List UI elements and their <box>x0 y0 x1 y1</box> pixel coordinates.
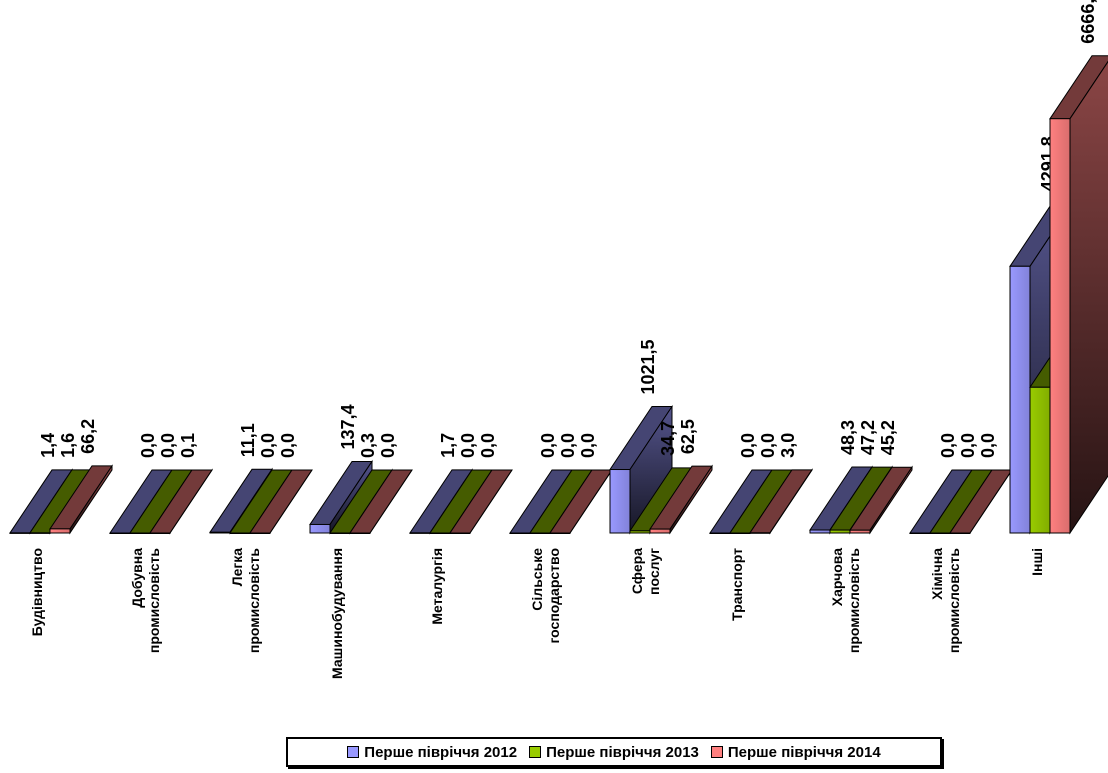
value-label-6-1: 34,7 <box>658 421 678 456</box>
bar-0-series-2 <box>49 464 113 535</box>
legend-swatch-series-1 <box>529 746 542 758</box>
bar-front-9-2 <box>949 532 971 534</box>
value-label-7-1: 0,0 <box>758 433 778 458</box>
bar-front-7-1 <box>729 532 751 534</box>
bar-3-series-2 <box>349 469 413 534</box>
bar-front-5-1 <box>529 532 551 534</box>
bar-front-7-0 <box>709 532 731 534</box>
bar-front-3-1 <box>329 532 351 534</box>
legend-label-series-1: Перше півріччя 2013 <box>546 743 699 761</box>
value-label-1-1: 0,0 <box>158 433 178 458</box>
value-label-0-1: 1,6 <box>58 433 78 458</box>
value-label-6-2: 62,5 <box>678 419 698 454</box>
bar-7-series-2 <box>749 468 813 535</box>
value-label-2-2: 0,0 <box>278 433 298 458</box>
value-label-2-0: 11,1 <box>238 423 258 457</box>
value-label-0-2: 66,2 <box>78 419 98 454</box>
value-label-1-0: 0,0 <box>138 433 158 458</box>
value-label-10-2: 6666,7 <box>1078 0 1098 44</box>
value-label-8-0: 48,3 <box>838 420 858 455</box>
value-label-5-0: 0,0 <box>538 433 558 458</box>
category-label-3: Машинобудування <box>329 548 345 679</box>
bar-front-7-2 <box>749 532 771 534</box>
bar-front-2-1 <box>229 532 251 534</box>
bar-side-10-2 <box>1069 60 1108 535</box>
category-label-2: Легкапромисловість <box>229 548 262 654</box>
value-label-4-1: 0,0 <box>458 433 478 458</box>
bar-front-0-2 <box>49 528 71 534</box>
legend-swatch-series-2 <box>710 746 723 758</box>
category-label-10: Інші <box>1029 548 1045 576</box>
bar-front-9-1 <box>929 532 951 534</box>
value-label-9-1: 0,0 <box>958 433 978 458</box>
bar-side-4-2 <box>469 469 513 534</box>
legend-item-series-0: Перше півріччя 2012 <box>347 744 517 761</box>
bar-front-10-2 <box>1049 118 1071 534</box>
category-label-0: Будівництво <box>29 548 45 636</box>
bar-6-series-2 <box>649 464 713 535</box>
bar-front-10-0 <box>1009 265 1031 534</box>
bar-front-1-2 <box>149 532 171 534</box>
bar-front-3-2 <box>349 532 371 534</box>
value-label-5-1: 0,0 <box>558 433 578 458</box>
legend-item-series-1: Перше півріччя 2013 <box>529 744 699 761</box>
bar-1-series-2 <box>149 468 213 535</box>
bar-front-4-0 <box>409 532 431 534</box>
value-label-4-0: 1,7 <box>438 433 458 458</box>
value-label-7-2: 3,0 <box>778 433 798 458</box>
bar-front-0-0 <box>9 532 31 534</box>
value-label-3-1: 0,3 <box>358 433 378 458</box>
legend-label-series-0: Перше півріччя 2012 <box>364 743 518 761</box>
bar-front-6-1 <box>629 530 651 534</box>
value-label-4-2: 0,0 <box>478 433 498 458</box>
bar-front-3-0 <box>309 523 331 534</box>
bar-front-1-0 <box>109 532 131 534</box>
value-label-9-0: 0,0 <box>938 433 958 458</box>
bar-front-2-0 <box>209 531 231 534</box>
value-label-1-2: 0,1 <box>178 433 198 458</box>
bar-front-8-2 <box>849 529 871 534</box>
category-label-5: Сільськегосподарство <box>529 548 562 644</box>
bar-side-2-2 <box>269 469 313 534</box>
chart-legend: Перше півріччя 2012 Перше півріччя 2013 … <box>286 737 942 767</box>
bar-10-series-2 <box>1049 55 1108 535</box>
value-label-7-0: 0,0 <box>738 433 758 458</box>
legend-label-series-2: Перше півріччя 2014 <box>727 743 881 761</box>
bar-front-0-1 <box>29 532 51 534</box>
category-label-8: Харчовапромисловість <box>829 548 862 654</box>
category-label-4: Металургія <box>429 548 445 625</box>
bar-2-series-2 <box>249 469 313 534</box>
value-label-0-0: 1,4 <box>38 433 58 458</box>
bar-front-4-1 <box>429 532 451 534</box>
bar-front-1-1 <box>129 532 151 534</box>
bar-front-2-2 <box>249 532 271 534</box>
value-label-9-2: 0,0 <box>978 433 998 458</box>
value-label-3-2: 0,0 <box>378 433 398 458</box>
value-label-3-0: 137,4 <box>338 404 358 449</box>
bar-front-5-2 <box>549 532 571 534</box>
bar-side-3-2 <box>369 469 413 534</box>
bar-front-5-0 <box>509 532 531 534</box>
bar-front-9-0 <box>909 532 931 534</box>
category-label-6: Сферапослуг <box>629 548 662 595</box>
category-label-7: Транспорт <box>729 548 745 621</box>
bar-front-8-1 <box>829 529 851 534</box>
bar-front-6-2 <box>649 528 671 534</box>
bar-front-4-2 <box>449 532 471 534</box>
category-label-9: Хімічнапромисловість <box>929 548 962 654</box>
category-label-1: Добувнапромисловість <box>129 548 162 654</box>
bar-8-series-2 <box>849 465 913 535</box>
value-label-6-0: 1021,5 <box>638 339 658 394</box>
value-label-5-2: 0,0 <box>578 433 598 458</box>
bar-front-6-0 <box>609 469 631 534</box>
bar-front-10-1 <box>1029 386 1051 534</box>
legend-item-series-2: Перше півріччя 2014 <box>710 743 881 761</box>
bar-front-8-0 <box>809 529 831 534</box>
bar-4-series-2 <box>449 469 513 534</box>
value-label-2-1: 0,0 <box>258 433 278 458</box>
legend-swatch-series-0 <box>347 746 360 758</box>
value-label-8-1: 47,2 <box>858 420 878 455</box>
value-label-8-2: 45,2 <box>878 420 898 455</box>
